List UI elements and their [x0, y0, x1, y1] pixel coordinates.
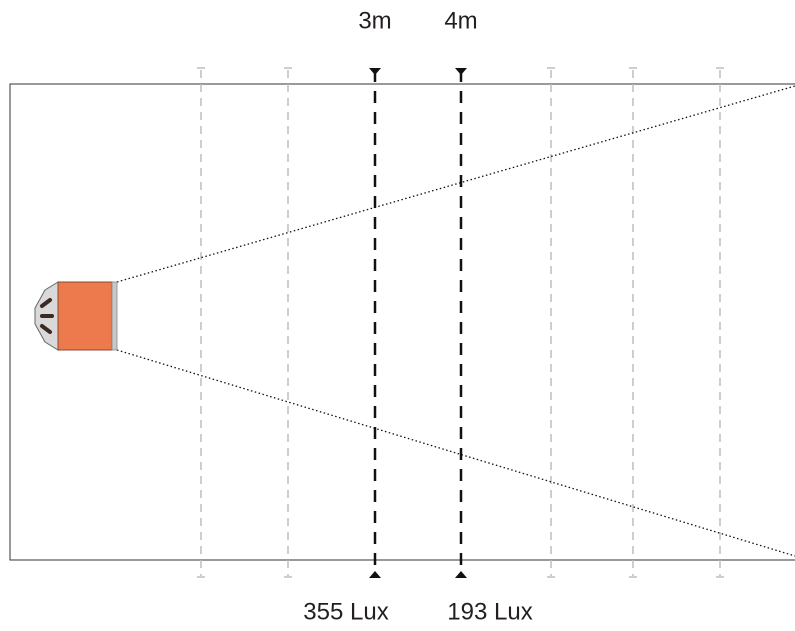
beam-edge — [116, 85, 795, 283]
lamp — [34, 281, 118, 351]
beam — [116, 85, 795, 557]
beam-edge — [116, 349, 795, 557]
guide-caps — [197, 67, 724, 578]
distance-label: 3m — [358, 7, 391, 34]
lamp-body — [57, 281, 113, 351]
measure-lines — [369, 68, 467, 578]
illuminance-label: 355 Lux — [303, 598, 388, 625]
distance-label: 4m — [444, 7, 477, 34]
illuminance-label: 193 Lux — [447, 598, 532, 625]
room-frame — [9, 83, 795, 561]
gray-guides — [197, 67, 724, 578]
lamp-lens — [111, 281, 118, 351]
lamp-vents — [40, 298, 54, 334]
measure-caps — [369, 68, 467, 578]
